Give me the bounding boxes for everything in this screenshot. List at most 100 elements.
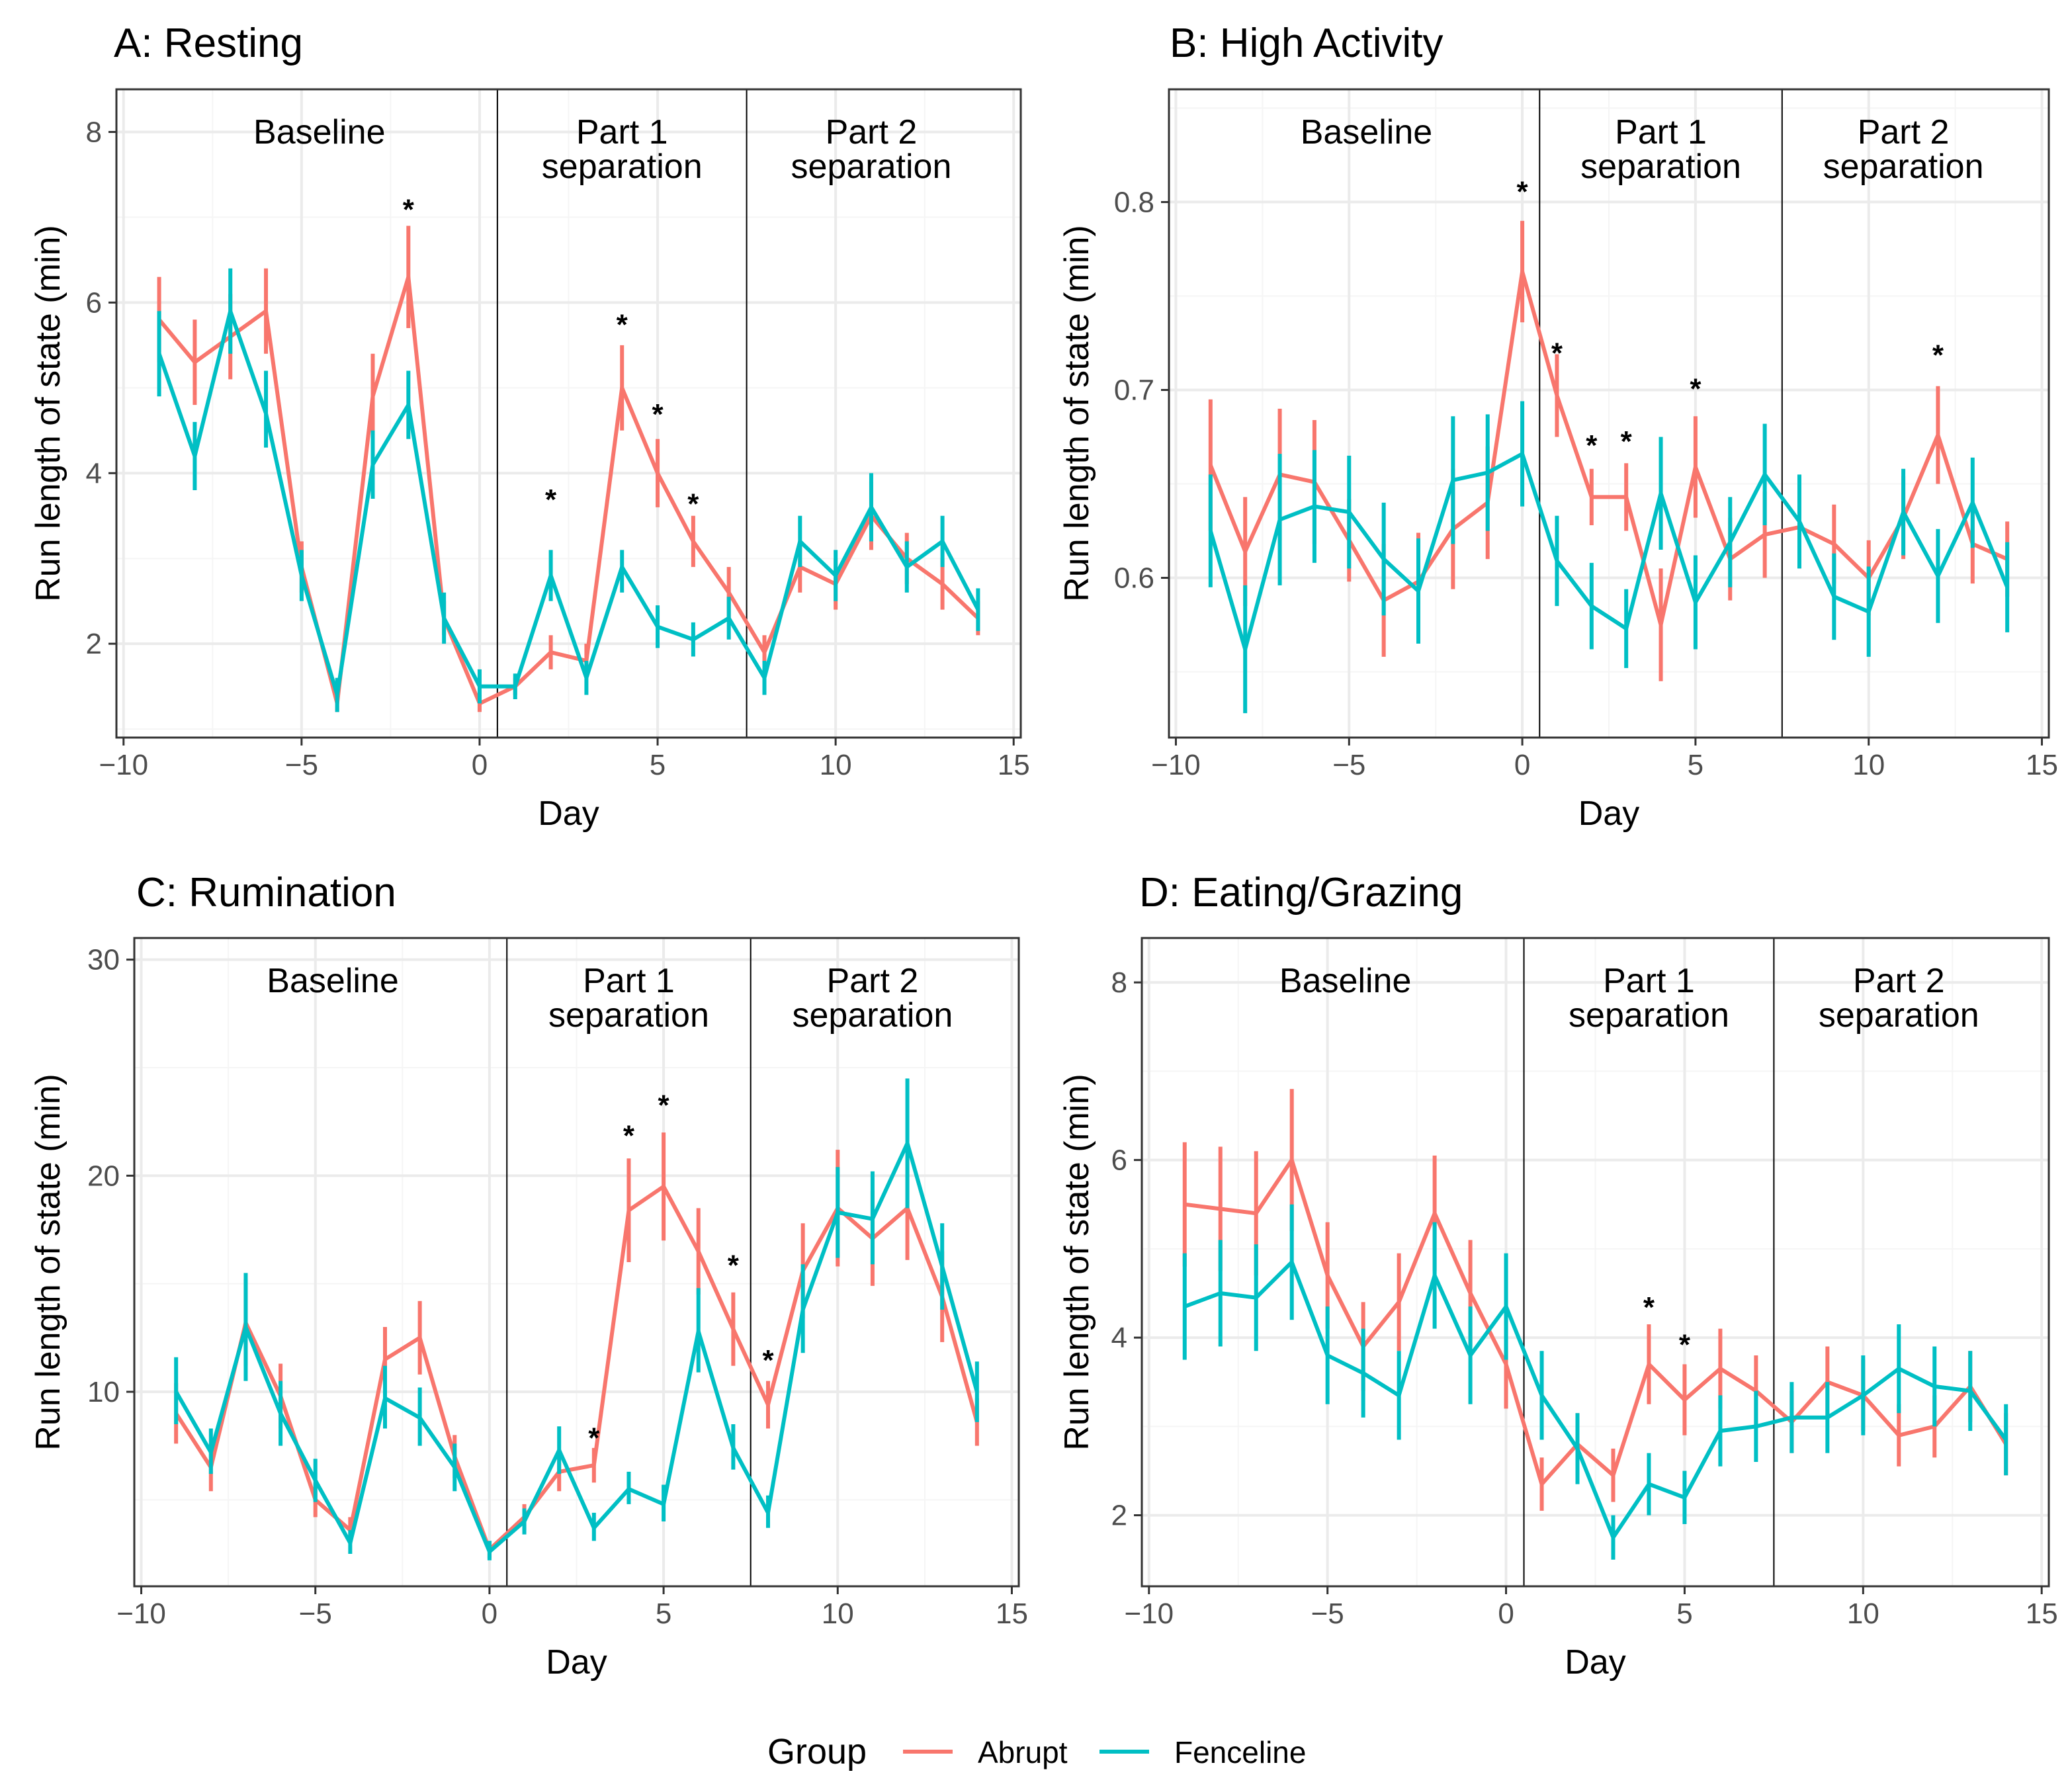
- y-tick-label: 0.8: [1114, 186, 1154, 218]
- significance-star: *: [1586, 429, 1598, 462]
- x-tick-label: −5: [285, 749, 318, 781]
- segment-label: Part 1: [583, 962, 675, 1000]
- significance-star: *: [658, 1089, 670, 1122]
- significance-star: *: [1643, 1291, 1655, 1324]
- series-fenceline: [174, 1078, 979, 1560]
- x-tick-label: 0: [482, 1598, 497, 1630]
- y-tick-label: 6: [1111, 1144, 1127, 1177]
- x-tick-label: −10: [1151, 749, 1201, 781]
- x-tick-label: 15: [998, 749, 1030, 781]
- segment-label: Part 2: [1853, 962, 1945, 1000]
- segment-label: separation: [791, 148, 952, 186]
- panel-border: [133, 937, 1020, 1588]
- significance-star: *: [652, 398, 664, 431]
- x-tick-label: 5: [1688, 749, 1703, 781]
- segment-label: Baseline: [1279, 962, 1411, 1000]
- legend: Group Abrupt Fenceline: [767, 1732, 1306, 1771]
- significance-star: *: [1690, 373, 1702, 405]
- x-tick-label: −10: [1124, 1598, 1174, 1630]
- significance-star: *: [1551, 337, 1563, 370]
- x-tick-label: 5: [1676, 1598, 1692, 1630]
- legend-label-fenceline: Fenceline: [1174, 1735, 1306, 1770]
- legend-title: Group: [767, 1732, 867, 1771]
- segment-label: Baseline: [1301, 113, 1432, 151]
- x-tick-label: 0: [1514, 749, 1530, 781]
- significance-star: *: [1932, 339, 1944, 372]
- panel-title: C: Rumination: [136, 870, 396, 916]
- x-tick-label: −10: [116, 1598, 166, 1630]
- significance-star: *: [1679, 1329, 1691, 1361]
- significance-star: *: [1621, 425, 1633, 458]
- series-line-fenceline: [1208, 452, 2009, 652]
- x-tick-label: 15: [2026, 1598, 2058, 1630]
- panel-title: A: Resting: [114, 21, 303, 66]
- panel-border: [1168, 88, 2050, 739]
- y-tick-label: 30: [87, 944, 120, 976]
- x-axis-label: Day: [1565, 1643, 1625, 1682]
- series-fenceline: [157, 268, 980, 712]
- x-tick-label: 10: [820, 749, 852, 781]
- segment-label: separation: [1580, 148, 1741, 186]
- significance-star: *: [623, 1119, 635, 1152]
- segment-label: separation: [792, 996, 953, 1035]
- significance-star: *: [762, 1344, 774, 1377]
- x-tick-label: 15: [996, 1598, 1028, 1630]
- y-tick-label: 8: [86, 116, 102, 148]
- segment-label: Part 2: [827, 962, 919, 1000]
- x-tick-label: 5: [650, 749, 666, 781]
- y-tick-label: 20: [87, 1160, 120, 1192]
- x-axis-label: Day: [546, 1643, 607, 1682]
- y-tick-label: 8: [1111, 966, 1127, 999]
- significance-star: *: [687, 488, 699, 520]
- series-line-abrupt: [157, 275, 980, 706]
- x-tick-label: −5: [1311, 1598, 1344, 1630]
- significance-star: *: [1517, 175, 1529, 208]
- y-tick-label: 6: [86, 286, 102, 319]
- panel-title: B: High Activity: [1170, 21, 1443, 66]
- significance-star: *: [403, 194, 415, 226]
- segment-label: Part 1: [1603, 962, 1695, 1000]
- panel-border: [1141, 937, 2050, 1588]
- segment-label: Part 2: [1858, 113, 1950, 151]
- x-tick-label: 5: [656, 1598, 671, 1630]
- significance-star: *: [588, 1422, 600, 1455]
- x-tick-label: −10: [99, 749, 148, 781]
- segment-label: Part 1: [576, 113, 668, 151]
- significance-star: *: [728, 1249, 740, 1281]
- x-tick-label: −5: [299, 1598, 332, 1630]
- series-line-abrupt: [1184, 1158, 2008, 1486]
- y-tick-label: 10: [87, 1376, 120, 1408]
- panel-border: [115, 88, 1022, 739]
- y-tick-label: 0.7: [1114, 374, 1154, 406]
- y-tick-label: 4: [86, 457, 102, 490]
- series-fenceline: [1208, 401, 2010, 714]
- segment-label: separation: [548, 996, 709, 1035]
- series-line-fenceline: [1184, 1260, 2008, 1540]
- legend-label-abrupt: Abrupt: [978, 1735, 1068, 1770]
- series-line-fenceline: [174, 1141, 979, 1554]
- x-axis-label: Day: [1578, 794, 1639, 833]
- y-tick-label: 2: [1111, 1500, 1127, 1532]
- segment-label: Baseline: [253, 113, 385, 151]
- x-tick-label: 10: [822, 1598, 854, 1630]
- x-tick-label: 10: [1852, 749, 1885, 781]
- x-axis-label: Day: [538, 794, 599, 833]
- segment-label: separation: [1819, 996, 1979, 1035]
- x-tick-label: −5: [1332, 749, 1365, 781]
- segment-label: Part 1: [1615, 113, 1707, 151]
- x-tick-label: 0: [1498, 1598, 1514, 1630]
- y-axis-label: Run length of state (min): [29, 1074, 67, 1450]
- significance-star: *: [617, 309, 628, 341]
- segment-label: separation: [1823, 148, 1984, 186]
- segment-label: separation: [542, 148, 703, 186]
- x-tick-label: 10: [1847, 1598, 1879, 1630]
- series-line-abrupt: [1209, 269, 2008, 627]
- y-tick-label: 4: [1111, 1322, 1127, 1354]
- significance-star: *: [545, 484, 557, 516]
- y-axis-label: Run length of state (min): [29, 225, 67, 601]
- series-line-fenceline: [157, 309, 980, 697]
